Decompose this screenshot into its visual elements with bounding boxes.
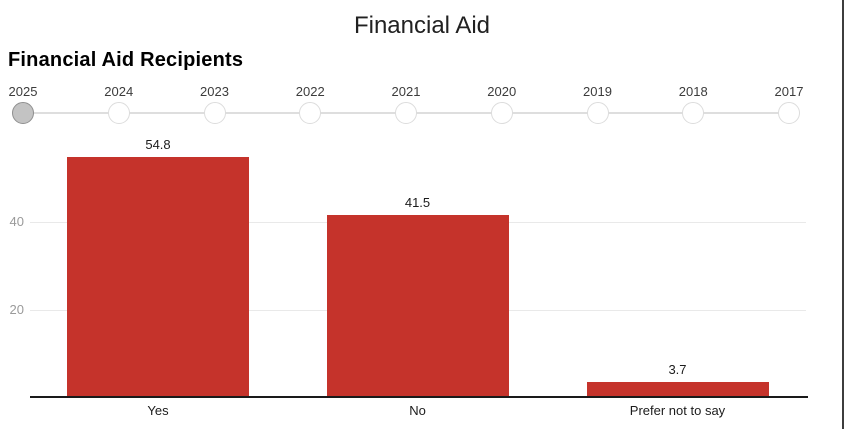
year-stop-circle[interactable] (778, 102, 800, 124)
year-stop-2017[interactable]: 2017 (751, 84, 827, 126)
x-axis-category-label: No (409, 403, 426, 418)
y-axis-tick-label: 20 (9, 302, 24, 317)
year-stop-circle[interactable] (682, 102, 705, 124)
year-stop-circle[interactable] (12, 102, 34, 124)
bar-value-label: 54.8 (145, 136, 171, 152)
year-label: 2018 (678, 84, 708, 99)
year-label: 2017 (774, 84, 804, 99)
year-stop-2018[interactable]: 2018 (655, 84, 731, 126)
page-title: Financial Aid (353, 12, 491, 39)
bar-value-label: 3.7 (668, 361, 687, 377)
year-stop-circle[interactable] (395, 102, 417, 124)
chart-heading: Financial Aid Recipients (8, 49, 244, 71)
year-label: 2025 (8, 84, 38, 99)
year-stop-circle[interactable] (203, 102, 226, 124)
window-right-border (842, 0, 844, 429)
year-stop-circle[interactable] (586, 102, 609, 124)
bar-prefer-not-to-say[interactable] (586, 381, 769, 398)
year-label: 2019 (583, 84, 612, 99)
year-label: 2024 (104, 84, 134, 99)
bar-no[interactable] (326, 215, 509, 398)
year-stop-2022[interactable]: 2022 (272, 84, 348, 126)
year-stop-2021[interactable]: 2021 (368, 84, 444, 126)
year-stop-circle[interactable] (490, 102, 513, 124)
year-stop-2019[interactable]: 2019 (560, 84, 636, 126)
year-label: 2021 (391, 84, 421, 99)
y-axis-tick-label: 40 (9, 214, 24, 229)
x-axis-line (30, 396, 808, 398)
year-stop-circle[interactable] (299, 102, 322, 124)
bar-value-label: 41.5 (404, 195, 431, 211)
bar-yes[interactable] (67, 156, 249, 398)
year-stop-2025[interactable]: 2025 (0, 84, 61, 126)
year-stop-circle[interactable] (107, 102, 130, 124)
year-label: 2020 (487, 84, 517, 99)
year-label: 2023 (200, 84, 229, 99)
year-label: 2022 (295, 84, 325, 99)
year-stop-2023[interactable]: 2023 (177, 84, 253, 126)
year-stop-2024[interactable]: 2024 (81, 84, 157, 126)
x-axis-category-label: Yes (147, 403, 169, 418)
x-axis-category-label: Prefer not to say (629, 403, 726, 418)
year-stop-2020[interactable]: 2020 (464, 84, 540, 126)
